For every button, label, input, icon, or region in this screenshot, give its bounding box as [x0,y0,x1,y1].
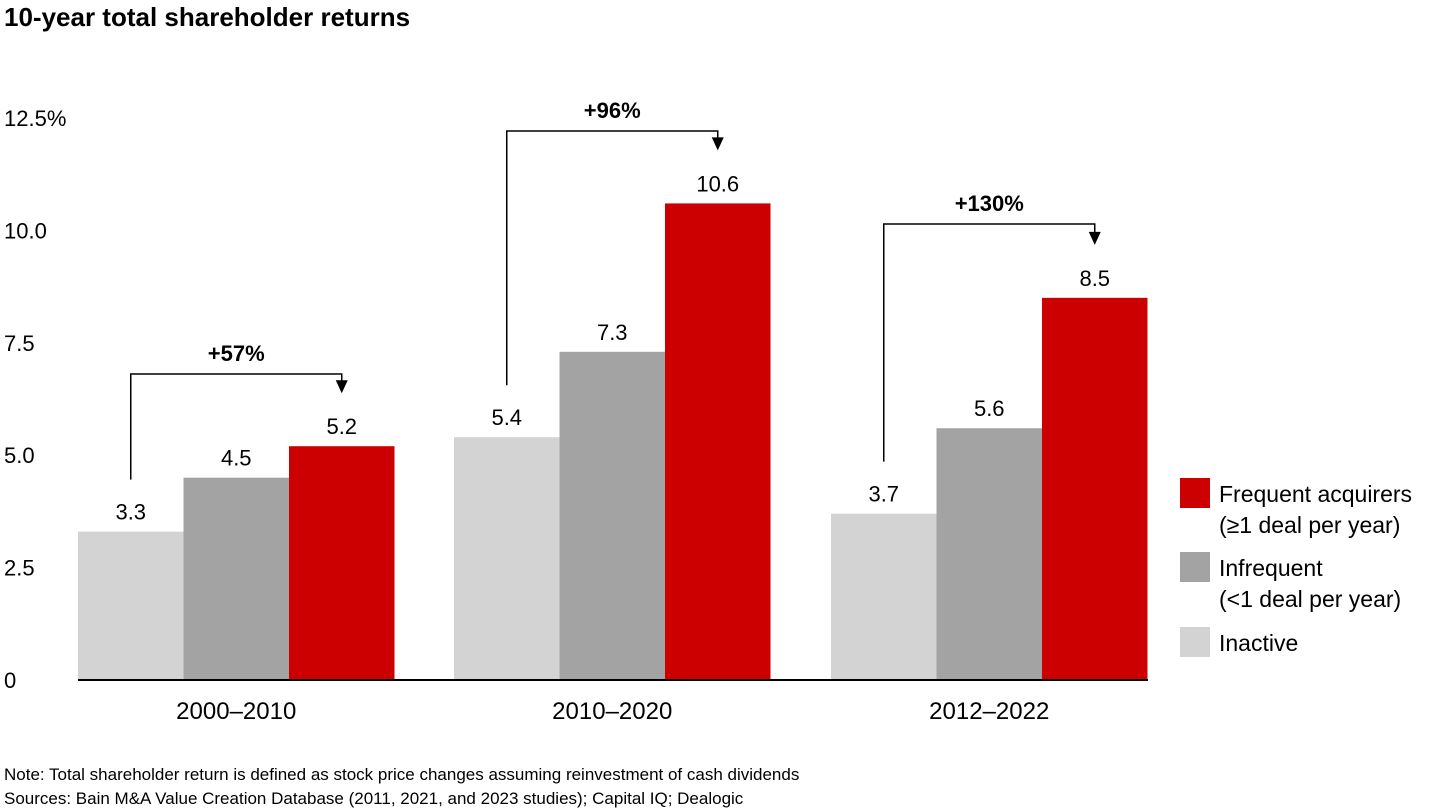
data-label: 7.3 [597,320,628,345]
note-text: Note: Total shareholder return is define… [4,765,799,784]
chart-title: 10-year total shareholder returns [4,2,410,32]
growth-label: +130% [955,191,1024,216]
arrow-head [711,137,724,151]
y-tick-label: 5.0 [4,443,35,468]
data-label: 10.6 [696,171,739,196]
bar-inactive-0 [78,531,184,680]
arrow-head [335,380,348,394]
bar-infrequent-0 [183,477,289,680]
bar-infrequent-2 [936,428,1042,680]
legend-sublabel: (<1 deal per year) [1219,586,1401,612]
data-label: 4.5 [221,446,252,471]
legend-sublabel: (≥1 deal per year) [1219,512,1400,538]
bracket-line [883,223,1096,462]
y-tick-label: 10.0 [4,218,47,243]
growth-label: +57% [208,341,265,366]
growth-annotation: +130% [883,191,1101,462]
data-label: 5.2 [326,414,357,439]
data-label: 5.4 [491,405,522,430]
legend-swatch [1180,627,1210,657]
data-label: 5.6 [974,396,1005,421]
bracket-line [130,373,343,480]
bar-infrequent-1 [559,351,665,680]
y-tick-label: 12.5% [4,106,66,131]
y-tick-label: 7.5 [4,331,35,356]
y-tick-label: 2.5 [4,556,35,581]
legend-item: Frequent acquirers (≥1 deal per year) [1180,478,1412,538]
bar-inactive-1 [454,437,560,680]
data-label: 8.5 [1079,266,1110,291]
x-tick-label: 2000–2010 [176,698,296,725]
bracket-line [506,130,719,386]
bar-frequent-acquirers-1 [665,203,771,680]
arrow-head [1088,231,1101,245]
data-label: 3.3 [115,500,146,525]
legend-label: Infrequent [1219,555,1323,581]
y-tick-label: 0 [4,668,16,693]
growth-annotation: +57% [130,341,348,480]
legend-item: Infrequent (<1 deal per year) [1180,552,1401,612]
bar-frequent-acquirers-2 [1042,297,1148,680]
growth-annotation: +96% [506,98,724,386]
sources-text: Sources: Bain M&A Value Creation Databas… [4,789,744,808]
data-label: 3.7 [868,482,899,507]
legend-swatch [1180,552,1210,582]
legend-label: Frequent acquirers [1219,481,1412,507]
growth-label: +96% [584,98,641,123]
bar-frequent-acquirers-0 [289,446,395,680]
legend-label: Inactive [1219,630,1298,656]
legend-swatch [1180,478,1210,508]
x-tick-label: 2012–2022 [929,698,1049,725]
legend-item: Inactive [1180,627,1298,657]
bar-inactive-2 [831,513,937,680]
x-tick-label: 2010–2020 [552,698,672,725]
